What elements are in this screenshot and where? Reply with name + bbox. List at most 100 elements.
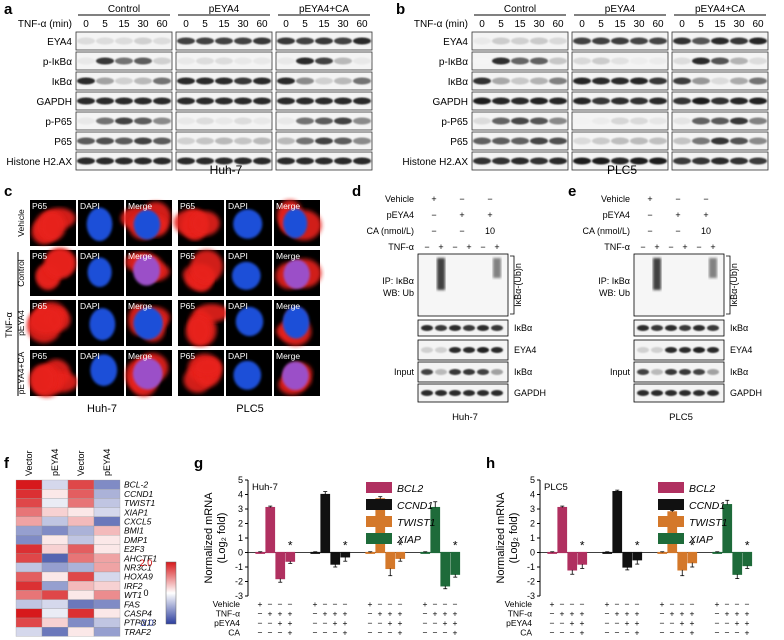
heatmap-cell: [41, 553, 69, 563]
panel-letter-c: c: [4, 183, 12, 200]
heatmap-cell: [67, 599, 95, 609]
blot-band: [215, 137, 233, 145]
heatmap-cell: [67, 535, 95, 545]
blot-band: [296, 157, 314, 165]
blot-band: [649, 37, 667, 45]
significance-star: *: [635, 539, 640, 553]
heatmap-cell: [67, 507, 95, 517]
nucleus: [283, 259, 310, 289]
condition-mark: −: [368, 609, 373, 619]
nucleus: [282, 306, 310, 339]
if-channel-label: Merge: [276, 351, 300, 361]
significance-star: *: [288, 539, 293, 553]
panel-letter-f: f: [4, 455, 10, 472]
tnf-mark: +: [494, 242, 499, 252]
blot-band: [637, 369, 649, 375]
blot-row-label: GAPDH: [514, 388, 546, 398]
blot-band: [511, 157, 529, 165]
condition-mark: +: [398, 609, 403, 619]
treatment-mark: +: [459, 210, 464, 220]
condition-mark: −: [615, 599, 620, 609]
time-label: 60: [552, 19, 564, 30]
blot-band: [665, 390, 677, 396]
condition-label: CA: [520, 628, 532, 638]
condition-mark: −: [313, 618, 318, 628]
blot-band: [707, 347, 719, 353]
blot-band: [711, 157, 729, 165]
bar: [677, 551, 688, 571]
blot-band: [630, 57, 648, 65]
blot-band: [253, 137, 271, 145]
condition-mark: +: [745, 609, 750, 619]
ip-label: IP: IκBα: [382, 276, 414, 286]
blot-band: [530, 37, 548, 45]
condition-mark: −: [735, 599, 740, 609]
treatment-mark: +: [703, 210, 708, 220]
significance-star: *: [343, 539, 348, 553]
heatmap-cell: [67, 590, 95, 600]
time-label: 60: [256, 19, 268, 30]
time-label: 0: [83, 19, 89, 30]
tnf-mark: −: [668, 242, 673, 252]
p65-signal: [195, 303, 229, 323]
bar: [310, 551, 321, 554]
blot-band: [749, 157, 767, 165]
time-label: 0: [479, 19, 485, 30]
y-axis-label: Normalized mRNA: [495, 492, 507, 584]
heatmap-cell: [67, 498, 95, 508]
condition-mark: −: [670, 618, 675, 628]
tnf-mark: +: [682, 242, 687, 252]
tnf-mark: −: [424, 242, 429, 252]
condition-mark: −: [615, 628, 620, 638]
blot-band: [673, 77, 691, 85]
condition-mark: +: [570, 618, 575, 628]
blot-band: [649, 77, 667, 85]
bar: [712, 551, 723, 554]
p65-signal: [190, 249, 223, 283]
y-tick-label: -3: [527, 591, 535, 601]
cell-line-label: PLC5: [669, 412, 693, 423]
condition-mark: −: [670, 628, 675, 638]
wb-label: WB: Ub: [599, 288, 630, 298]
y-tick-label: -2: [527, 577, 535, 587]
blot-row-label: p-IκBα: [439, 57, 468, 68]
if-channel-label: Merge: [276, 251, 300, 261]
time-label: 5: [698, 19, 704, 30]
bar: [340, 551, 351, 558]
time-label: 30: [237, 19, 249, 30]
condition-label: CA: [228, 628, 240, 638]
time-label: 30: [137, 19, 149, 30]
blot-band: [196, 77, 214, 85]
blot-band: [421, 390, 433, 396]
p65-signal: [39, 211, 66, 241]
nucleus: [233, 360, 262, 390]
blot-band: [592, 77, 610, 85]
condition-mark: −: [433, 628, 438, 638]
heatmap-cell: [93, 553, 121, 563]
nucleus: [90, 354, 118, 386]
blot-band: [637, 390, 649, 396]
blot-band: [115, 57, 133, 65]
condition-mark: +: [453, 618, 458, 628]
blot-band: [421, 325, 433, 331]
heatmap-cell: [15, 516, 43, 527]
condition-mark: −: [323, 618, 328, 628]
treatment-mark: −: [459, 194, 464, 204]
heatmap-cell: [67, 553, 95, 563]
ub-label: IκBα-(Ub)n: [729, 263, 739, 307]
chart-cell-label: Huh-7: [252, 482, 278, 493]
heatmap-cell: [15, 590, 43, 600]
blot-band: [749, 97, 767, 105]
condition-mark: +: [288, 618, 293, 628]
if-channel-label: DAPI: [80, 201, 100, 211]
blot-row-label: Histone H2.AX: [6, 157, 72, 168]
blot-band: [573, 57, 591, 65]
legend-swatch: [366, 533, 392, 544]
heatmap-cell: [41, 479, 69, 490]
bar: [547, 551, 558, 554]
condition-mark: −: [550, 609, 555, 619]
blot-band: [573, 117, 591, 125]
condition-mark: +: [443, 609, 448, 619]
